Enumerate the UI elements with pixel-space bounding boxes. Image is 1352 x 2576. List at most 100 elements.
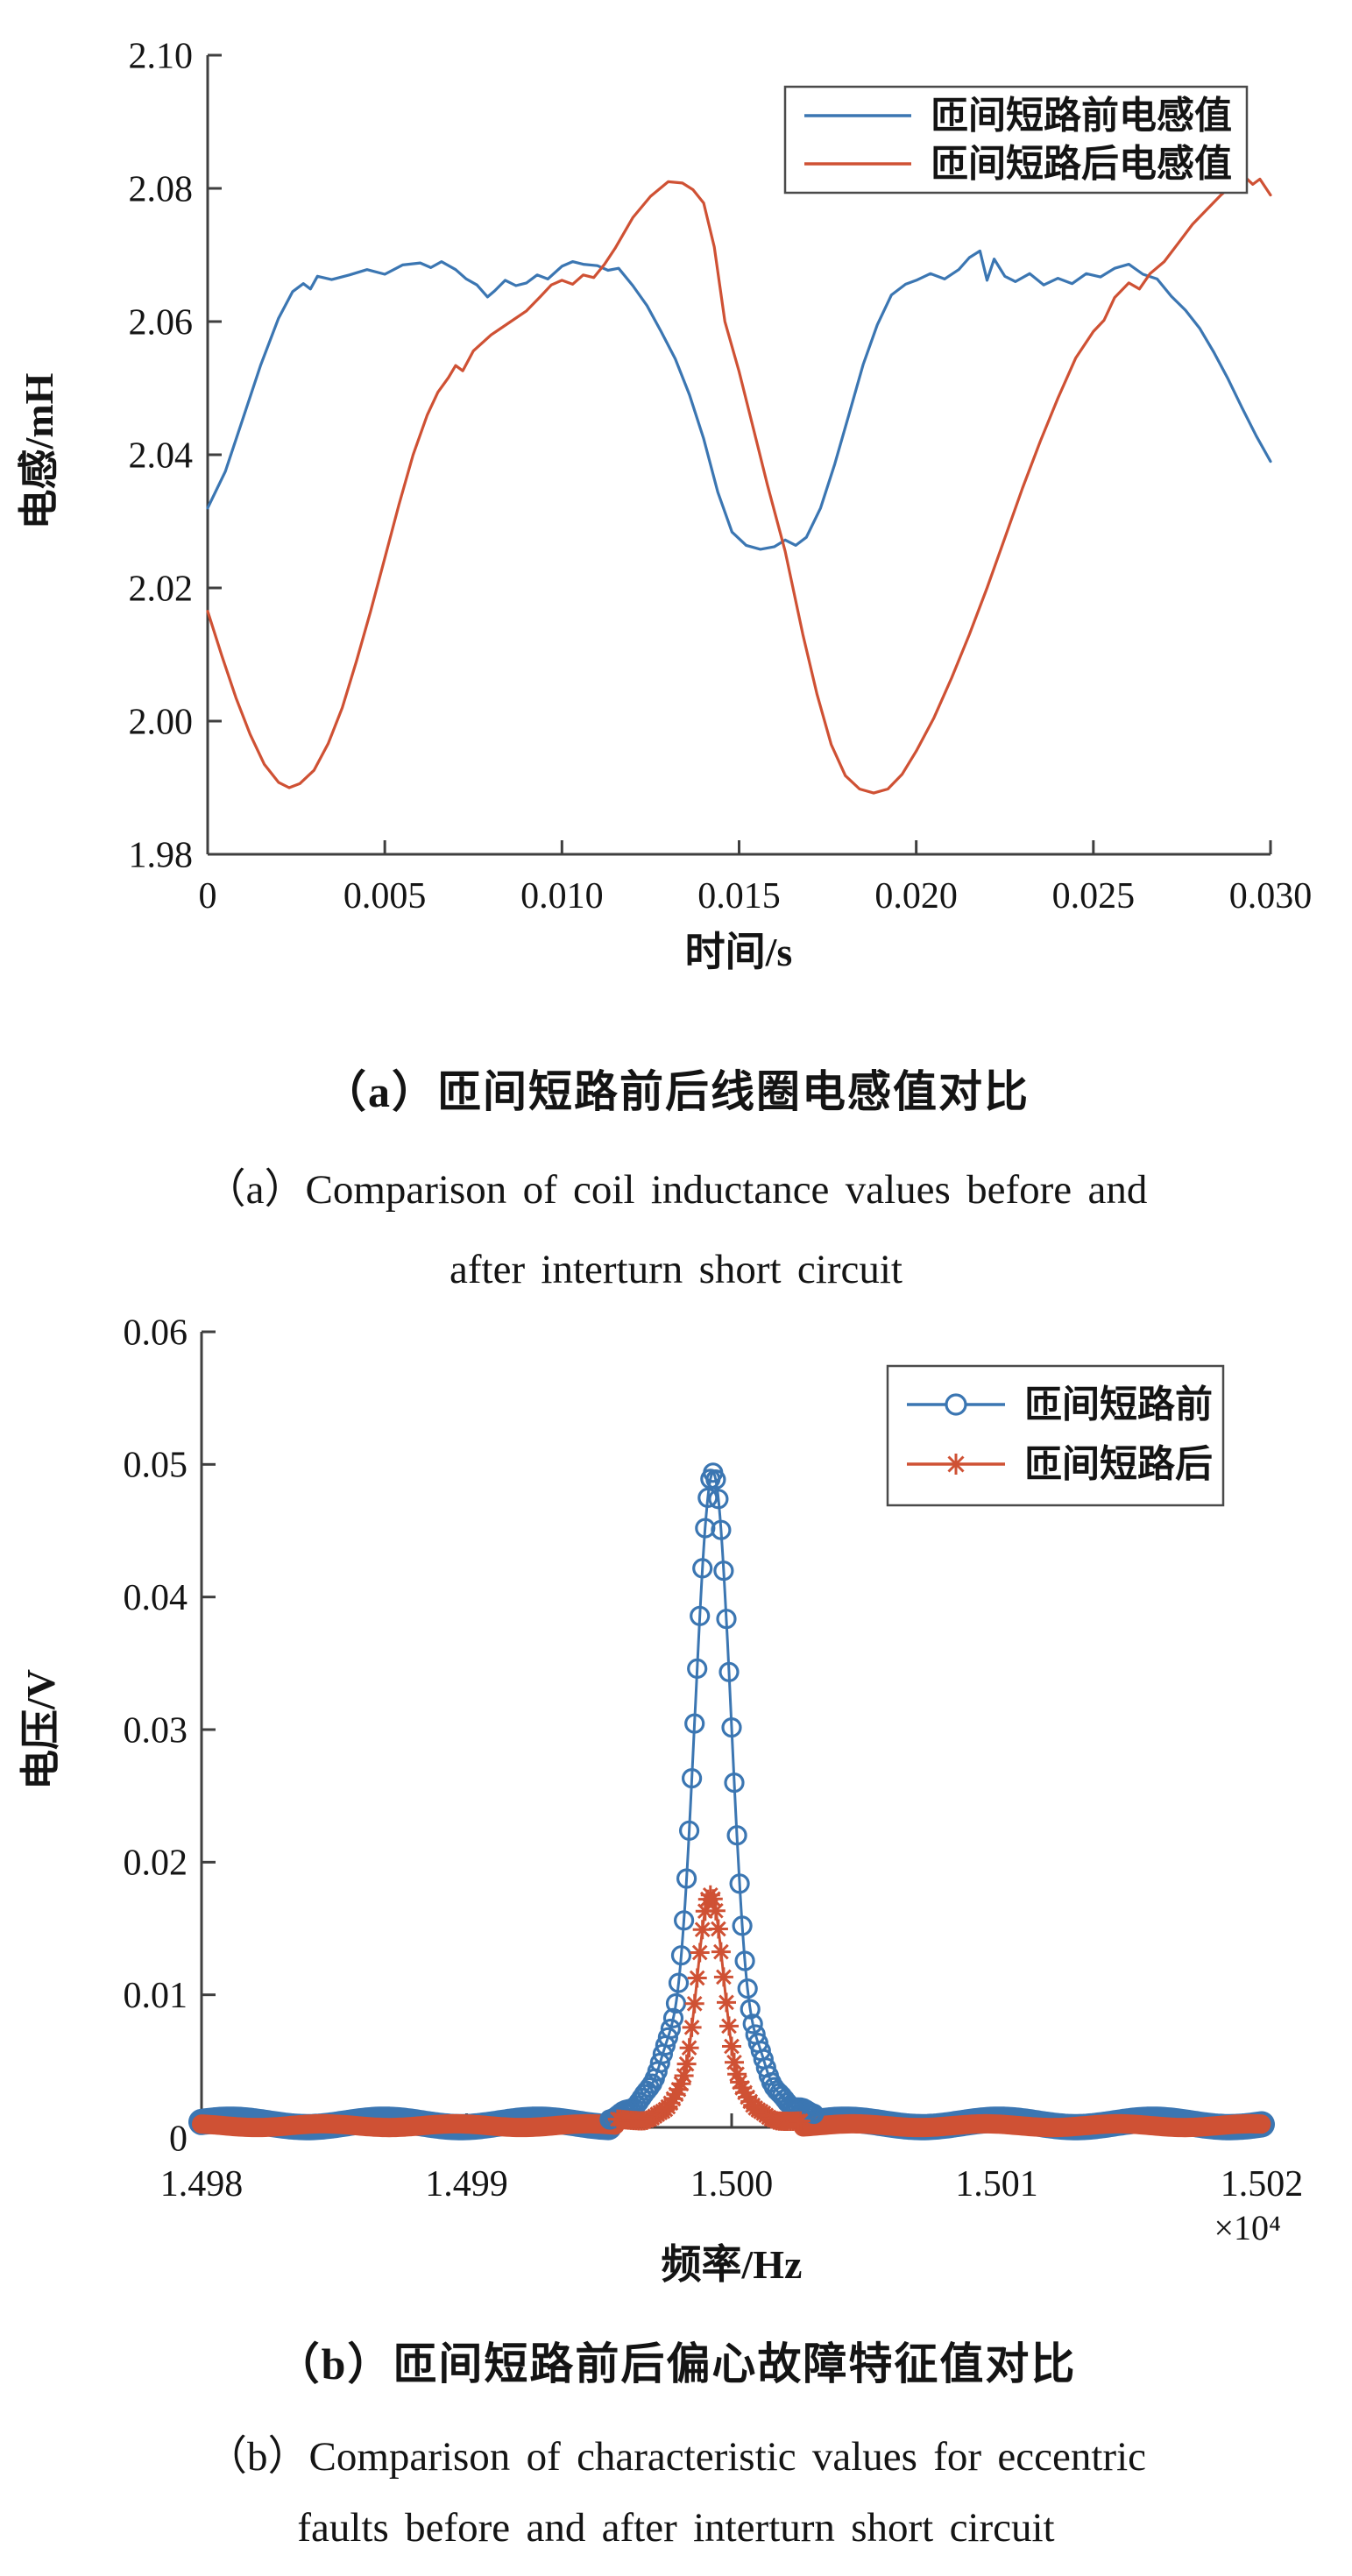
chart2-y-tick-label: 0.06 xyxy=(124,1313,188,1353)
chart2-y-axis-label: 电压/V xyxy=(18,1669,63,1790)
chart2-y-tick-label: 0.05 xyxy=(124,1446,188,1486)
chart2-legend-label: 匝间短路前 xyxy=(1024,1384,1213,1426)
asterisk-marker xyxy=(674,2066,694,2085)
asterisk-marker xyxy=(671,2074,691,2094)
chart1-y-tick-label: 1.98 xyxy=(129,835,194,875)
caption-a-english-line2: after interturn short circuit xyxy=(449,1247,903,1292)
circle-marker xyxy=(721,1716,742,1738)
caption-b-english-line2: faults before and after interturn short … xyxy=(297,2505,1055,2551)
asterisk-marker xyxy=(730,2072,750,2092)
chart2-y-tick-label: 0.03 xyxy=(124,1710,188,1751)
chart2-x-tick-label: 1.500 xyxy=(690,2164,774,2204)
asterisk-marker xyxy=(711,1942,731,1962)
chart2-x-axis-label: 频率/Hz xyxy=(662,2242,803,2287)
circle-marker xyxy=(673,1910,695,1931)
caption-b-english-line1: （b）Comparison of characteristic values f… xyxy=(205,2434,1146,2480)
asterisk-marker xyxy=(690,1943,710,1963)
circle-marker xyxy=(713,1560,734,1582)
chart2-y-tick-label: 0.02 xyxy=(124,1844,188,1884)
chart-inductance-comparison: 1.98 2.00 2.02 2.04 2.06 2.08 2.10 0 0.005 0.010 0… xyxy=(17,36,1312,974)
asterisk-marker xyxy=(727,2064,747,2084)
circle-marker xyxy=(684,1713,705,1734)
chart1-y-tick-label: 2.04 xyxy=(129,435,194,476)
circle-marker xyxy=(740,1999,761,2020)
circle-marker xyxy=(676,1868,697,1889)
circle-marker xyxy=(660,2018,682,2040)
circle-marker xyxy=(662,2007,684,2028)
circle-marker xyxy=(724,1772,745,1794)
chart1-y-axis-label: 电感/mH xyxy=(17,372,61,529)
circle-marker xyxy=(697,1487,718,1509)
chart2-x-tick-label: 1.499 xyxy=(425,2164,508,2204)
circle-marker xyxy=(657,2027,679,2048)
circle-marker xyxy=(690,1605,711,1626)
chart2-x-tick-label: 1.502 xyxy=(1221,2164,1304,2204)
chart2-legend-label: 匝间短路后 xyxy=(1024,1444,1213,1486)
circle-marker xyxy=(687,1658,708,1680)
circle-marker xyxy=(692,1558,713,1579)
asterisk-marker xyxy=(676,2054,697,2074)
circle-marker xyxy=(678,1820,700,1841)
asterisk-marker xyxy=(669,2079,689,2099)
chart2-x-tick-label: 1.498 xyxy=(160,2164,244,2204)
chart1-y-tick-label: 2.10 xyxy=(129,36,194,76)
circle-marker xyxy=(742,2013,763,2035)
chart1-legend-label: 匝间短路后电感值 xyxy=(931,144,1232,186)
chart1-x-tick-label: 0 xyxy=(199,876,217,916)
asterisk-marker xyxy=(692,1920,712,1940)
chart1-y-tick-label: 2.02 xyxy=(129,569,194,609)
circle-marker xyxy=(711,1519,732,1540)
chart2-x-tick-label: 1.501 xyxy=(955,2164,1038,2204)
asterisk-marker xyxy=(679,2038,699,2058)
circle-marker xyxy=(726,1825,747,1846)
circle-marker xyxy=(668,1972,690,1993)
chart2-y-tick-label: 0.01 xyxy=(124,1976,188,2016)
chart-spectrum-comparison: 0 0.01 0.02 0.03 0.04 0.05 0.06 1.498 1.499 1.500… xyxy=(18,1313,1303,2287)
asterisk-marker xyxy=(713,1967,733,1987)
chart1-x-tick-label: 0.015 xyxy=(697,876,781,916)
circle-marker xyxy=(705,1468,726,1490)
chart2-red-markers xyxy=(607,1885,810,2131)
asterisk-marker xyxy=(687,1968,707,1988)
chart2-red-baseline-band xyxy=(793,2113,1271,2138)
chart2-legend-box xyxy=(886,1364,1225,1507)
chart1-x-tick-label: 0.025 xyxy=(1052,876,1136,916)
circle-marker xyxy=(734,1950,755,1971)
chart1-x-tick-label: 0.005 xyxy=(343,876,427,916)
circle-marker xyxy=(729,1873,750,1894)
chart1-x-axis-label: 时间/s xyxy=(685,930,793,974)
caption-a-chinese: （a）匝间短路前后线圈电感值对比 xyxy=(322,1067,1030,1116)
circle-marker xyxy=(732,1915,753,1936)
chart1-x-tick-label: 0.020 xyxy=(874,876,958,916)
chart1-y-tick-label: 2.00 xyxy=(129,702,194,742)
asterisk-marker xyxy=(717,1992,736,2013)
circle-marker xyxy=(737,1978,758,1999)
asterisk-marker xyxy=(708,1919,728,1939)
asterisk-marker xyxy=(725,2052,744,2072)
asterisk-marker xyxy=(703,1889,723,1909)
circle-marker xyxy=(681,1767,703,1789)
chart1-x-tick-label: 0.010 xyxy=(520,876,604,916)
chart1-y-tick-label: 2.06 xyxy=(129,302,194,343)
circle-marker xyxy=(665,1992,687,2014)
asterisk-marker xyxy=(682,2017,702,2037)
asterisk-marker xyxy=(666,2084,686,2105)
chart1-series-red xyxy=(206,176,1272,795)
chart2-blue-peak-line xyxy=(609,1471,818,2121)
chart1-series-blue xyxy=(206,249,1272,551)
chart1-legend-label: 匝间短路前电感值 xyxy=(931,96,1232,138)
asterisk-marker xyxy=(733,2077,753,2098)
chart1-x-tick-label: 0.030 xyxy=(1229,876,1313,916)
chart1-y-tick-label: 2.08 xyxy=(129,169,194,209)
chart2-x-scale-label: ×10⁴ xyxy=(1214,2208,1281,2247)
circle-marker xyxy=(716,1609,737,1630)
chart2-y-tick-label: 0.04 xyxy=(124,1578,188,1618)
circle-marker xyxy=(670,1945,692,1966)
asterisk-marker xyxy=(705,1900,726,1921)
chart2-blue-markers xyxy=(599,1462,825,2130)
chart2-legend-asterisk-marker xyxy=(945,1454,966,1475)
